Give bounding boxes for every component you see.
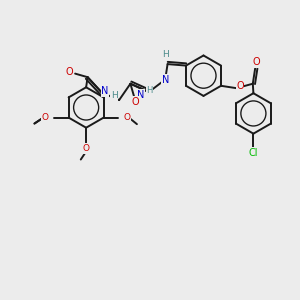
Text: O: O [42, 113, 49, 122]
Text: H: H [146, 86, 153, 95]
Text: H: H [111, 91, 118, 100]
Text: O: O [132, 97, 139, 106]
Text: O: O [123, 113, 130, 122]
Text: N: N [137, 90, 145, 100]
Text: H: H [162, 50, 169, 59]
Text: Cl: Cl [249, 148, 258, 158]
Text: O: O [82, 144, 90, 153]
Text: N: N [101, 86, 109, 96]
Text: O: O [236, 81, 244, 91]
Text: O: O [253, 57, 260, 67]
Text: N: N [161, 75, 169, 85]
Text: O: O [66, 67, 74, 77]
